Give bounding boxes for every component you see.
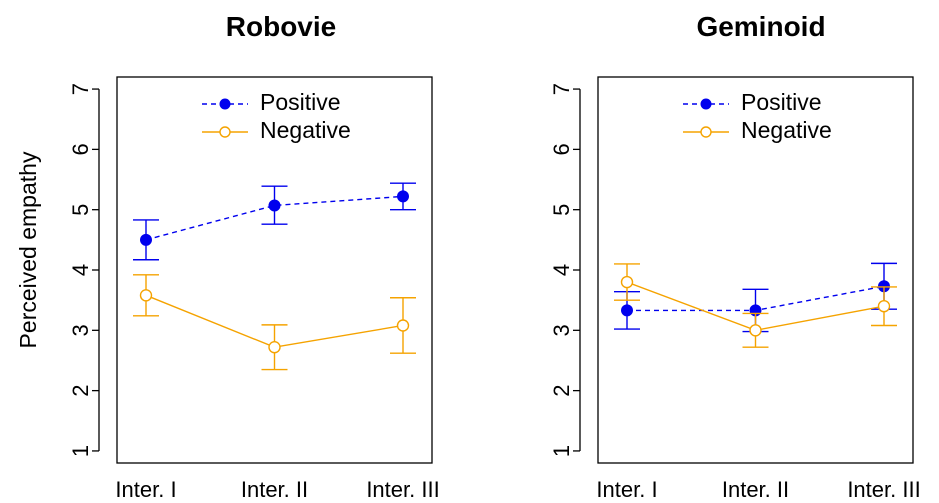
x-tick-label: Inter. II <box>722 477 789 502</box>
y-tick-label: 2 <box>68 385 93 397</box>
y-tick-label: 4 <box>68 264 93 276</box>
x-tick-label: Inter. III <box>366 477 439 502</box>
x-tick-label: Inter. II <box>241 477 308 502</box>
data-point-positive <box>621 304 633 317</box>
legend-marker-positive <box>700 98 712 110</box>
series-line-positive <box>145 195 404 241</box>
x-tick-label: Inter. III <box>847 477 920 502</box>
y-tick-label: 6 <box>68 143 93 155</box>
y-tick-label: 7 <box>68 83 93 95</box>
plot-frame <box>116 76 433 464</box>
y-axis-label: Perceived empathy <box>15 151 41 348</box>
data-point-negative <box>396 319 410 332</box>
y-tick-label: 5 <box>68 204 93 216</box>
data-point-negative <box>877 299 891 313</box>
y-tick-label: 4 <box>549 264 574 276</box>
legend-label-negative: Negative <box>741 117 832 143</box>
data-point-positive <box>397 190 409 203</box>
x-tick-label: Inter. I <box>115 477 176 502</box>
data-point-negative <box>620 275 634 289</box>
y-tick-label: 1 <box>68 445 93 457</box>
legend-label-negative: Negative <box>260 117 351 143</box>
data-point-negative <box>749 324 762 337</box>
data-point-negative <box>268 341 281 354</box>
legend-label-positive: Positive <box>741 89 822 115</box>
legend-label-positive: Positive <box>260 89 341 115</box>
y-tick-label: 3 <box>549 324 574 336</box>
chart-title: Robovie <box>226 11 336 42</box>
y-tick-label: 6 <box>549 143 574 155</box>
legend-marker-negative <box>700 126 712 138</box>
y-tick-label: 3 <box>68 324 93 336</box>
data-point-positive <box>268 199 281 212</box>
data-point-negative <box>139 289 153 302</box>
data-point-positive <box>140 233 152 246</box>
y-tick-label: 7 <box>549 83 574 95</box>
legend-marker-negative <box>219 126 231 138</box>
legend-marker-positive <box>219 98 231 110</box>
plot-frame <box>597 76 914 464</box>
y-tick-label: 5 <box>549 204 574 216</box>
panel-geminoid: Geminoid 1 2 3 4 5 6 7 Inter. I Inter. II Inter. I… <box>549 11 921 502</box>
y-tick-label: 1 <box>549 445 574 457</box>
chart-title: Geminoid <box>696 11 825 42</box>
y-tick-label: 2 <box>549 385 574 397</box>
x-tick-label: Inter. I <box>596 477 657 502</box>
